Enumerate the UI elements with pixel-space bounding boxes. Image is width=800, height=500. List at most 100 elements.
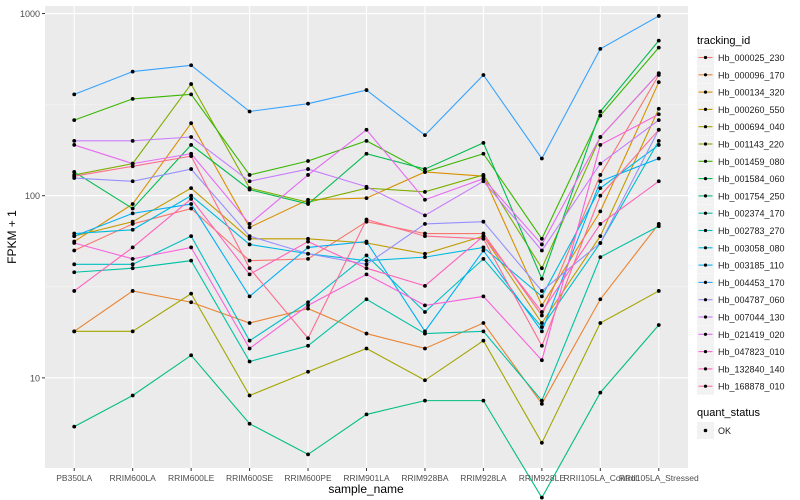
legend-marker <box>703 332 708 336</box>
data-point <box>423 346 427 351</box>
legend-marker <box>703 350 708 354</box>
legend-marker <box>703 125 708 129</box>
data-point <box>306 343 310 348</box>
data-point <box>598 255 603 260</box>
x-tick-label: RRII105LA_Stressed <box>619 473 699 483</box>
data-point <box>130 138 135 143</box>
legend-marker <box>703 159 708 163</box>
data-point <box>72 248 77 253</box>
data-point <box>598 173 603 177</box>
data-point <box>364 412 369 417</box>
data-point <box>364 88 369 92</box>
legend-label: Hb_168878_010 <box>718 382 785 392</box>
legend-marker <box>703 90 708 94</box>
legend-label: Hb_047823_010 <box>718 347 785 357</box>
data-point <box>364 262 369 267</box>
y-tick-label: 10 <box>30 373 40 383</box>
data-point <box>306 336 310 341</box>
legend-title-shape: quant_status <box>697 407 760 419</box>
x-tick-label: RRIM600SE <box>226 473 274 483</box>
data-point <box>189 154 194 158</box>
data-point <box>72 143 77 147</box>
data-point <box>481 294 486 299</box>
data-point <box>539 321 544 325</box>
data-point <box>539 440 544 445</box>
data-point <box>364 196 369 201</box>
legend-label: Hb_003058_080 <box>718 243 785 253</box>
data-point <box>539 343 544 348</box>
data-point <box>423 133 427 138</box>
x-tick-label: RRIM600LE <box>168 473 215 483</box>
data-point <box>539 358 544 363</box>
legend-marker <box>703 73 708 77</box>
data-point <box>656 289 661 293</box>
data-point <box>539 313 544 318</box>
x-tick-label: RRIM928LE <box>519 473 566 483</box>
data-point <box>364 266 369 271</box>
data-point <box>72 138 77 143</box>
data-point <box>423 197 427 202</box>
data-point <box>539 495 544 500</box>
data-point <box>481 234 486 239</box>
x-tick-label: RRIM928LA <box>460 473 507 483</box>
data-point <box>306 300 310 305</box>
data-point <box>364 331 369 336</box>
data-point <box>364 217 369 222</box>
data-point <box>72 270 77 275</box>
data-point <box>189 193 194 198</box>
data-point <box>189 353 194 358</box>
data-point <box>481 173 486 177</box>
y-tick-label: 1000 <box>20 9 40 19</box>
data-point <box>364 239 369 244</box>
data-point <box>72 92 77 97</box>
data-point <box>247 359 252 364</box>
data-point <box>189 92 194 97</box>
data-point <box>364 253 369 258</box>
data-point <box>539 294 544 299</box>
series-points <box>72 14 661 500</box>
data-point <box>247 242 252 247</box>
data-point <box>423 310 427 314</box>
data-point <box>656 323 661 327</box>
data-point <box>72 329 77 334</box>
data-point <box>598 46 603 51</box>
legend-label: Hb_003185_110 <box>718 261 784 271</box>
data-point <box>72 262 77 267</box>
legend-label: Hb_000134_320 <box>718 88 785 98</box>
data-point <box>423 170 427 174</box>
data-point <box>481 245 486 250</box>
legend: tracking_id Hb_000025_230Hb_000096_170Hb… <box>697 35 785 439</box>
data-point <box>481 321 486 325</box>
data-point <box>364 346 369 351</box>
data-point <box>306 202 310 206</box>
x-tick-label: RRIM600LA <box>110 473 157 483</box>
data-point <box>306 173 310 177</box>
x-tick-label: RRIM928BA <box>401 473 449 483</box>
data-point <box>72 118 77 123</box>
data-point <box>539 310 544 314</box>
data-point <box>598 135 603 139</box>
data-point <box>481 151 486 156</box>
data-point <box>247 321 252 325</box>
y-axis: 10 100 1000 <box>20 9 45 383</box>
legend-label: Hb_001143_220 <box>718 140 784 150</box>
data-point <box>598 390 603 395</box>
legend-label-ok: OK <box>718 426 731 436</box>
data-point <box>423 283 427 288</box>
data-point <box>423 167 427 171</box>
data-point <box>481 398 486 403</box>
data-point <box>247 234 252 239</box>
data-point <box>130 69 135 74</box>
y-axis-title: FPKM + 1 <box>5 210 19 264</box>
x-axis-title: sample_name <box>328 482 404 496</box>
data-point <box>656 112 661 117</box>
data-point <box>247 272 252 277</box>
data-point <box>656 14 661 18</box>
legend-marker <box>703 315 708 319</box>
data-point <box>130 289 135 293</box>
data-point <box>481 256 486 261</box>
data-point <box>598 234 603 239</box>
data-point <box>364 297 369 302</box>
data-point <box>539 242 544 247</box>
data-point <box>130 219 135 224</box>
